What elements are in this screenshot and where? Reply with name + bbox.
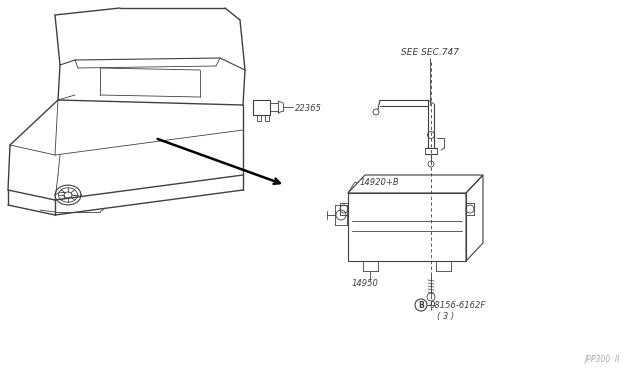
Text: JPP300  II: JPP300 II (584, 356, 620, 365)
Text: SEE SEC.747: SEE SEC.747 (401, 48, 459, 57)
Text: 14950: 14950 (352, 279, 379, 288)
Text: ( 3 ): ( 3 ) (437, 311, 454, 321)
Text: 08156-6162F: 08156-6162F (430, 301, 486, 310)
Text: 22365: 22365 (295, 103, 322, 112)
Text: 14920+B: 14920+B (360, 177, 399, 186)
Text: B: B (418, 301, 424, 310)
